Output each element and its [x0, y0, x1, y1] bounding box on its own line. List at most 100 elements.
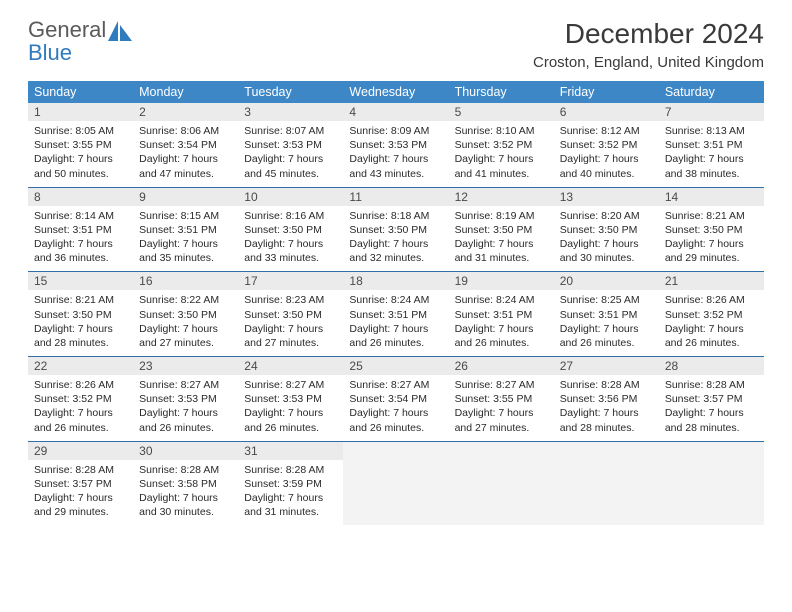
day-cell: 19 Sunrise: 8:24 AMSunset: 3:51 PMDayligh…	[449, 272, 554, 356]
calendar: SundayMondayTuesdayWednesdayThursdayFrid…	[28, 81, 764, 525]
day-number: 19	[449, 272, 554, 290]
day-details: Sunrise: 8:26 AMSunset: 3:52 PMDaylight:…	[34, 378, 127, 435]
day-details: Sunrise: 8:15 AMSunset: 3:51 PMDaylight:…	[139, 209, 232, 266]
day-details: Sunrise: 8:28 AMSunset: 3:59 PMDaylight:…	[244, 463, 337, 520]
dow-sunday: Sunday	[28, 81, 133, 103]
day-number: 31	[238, 442, 343, 460]
day-number: 23	[133, 357, 238, 375]
day-cell: 23 Sunrise: 8:27 AMSunset: 3:53 PMDayligh…	[133, 357, 238, 441]
day-cell: 30 Sunrise: 8:28 AMSunset: 3:58 PMDayligh…	[133, 442, 238, 526]
day-cell: 25 Sunrise: 8:27 AMSunset: 3:54 PMDayligh…	[343, 357, 448, 441]
dow-monday: Monday	[133, 81, 238, 103]
dow-tuesday: Tuesday	[238, 81, 343, 103]
day-number: 24	[238, 357, 343, 375]
day-number: 18	[343, 272, 448, 290]
dow-saturday: Saturday	[659, 81, 764, 103]
empty-cell	[449, 442, 554, 526]
day-details: Sunrise: 8:20 AMSunset: 3:50 PMDaylight:…	[560, 209, 653, 266]
day-number: 5	[449, 103, 554, 121]
day-details: Sunrise: 8:16 AMSunset: 3:50 PMDaylight:…	[244, 209, 337, 266]
day-details: Sunrise: 8:21 AMSunset: 3:50 PMDaylight:…	[34, 293, 127, 350]
day-number: 2	[133, 103, 238, 121]
day-cell: 2 Sunrise: 8:06 AMSunset: 3:54 PMDaylight…	[133, 103, 238, 187]
day-cell: 8 Sunrise: 8:14 AMSunset: 3:51 PMDaylight…	[28, 188, 133, 272]
day-number: 4	[343, 103, 448, 121]
day-number: 26	[449, 357, 554, 375]
day-number: 10	[238, 188, 343, 206]
day-details: Sunrise: 8:27 AMSunset: 3:53 PMDaylight:…	[244, 378, 337, 435]
day-number: 3	[238, 103, 343, 121]
day-details: Sunrise: 8:22 AMSunset: 3:50 PMDaylight:…	[139, 293, 232, 350]
day-details: Sunrise: 8:25 AMSunset: 3:51 PMDaylight:…	[560, 293, 653, 350]
day-cell: 29 Sunrise: 8:28 AMSunset: 3:57 PMDayligh…	[28, 442, 133, 526]
day-cell: 17 Sunrise: 8:23 AMSunset: 3:50 PMDayligh…	[238, 272, 343, 356]
dow-friday: Friday	[554, 81, 659, 103]
day-cell: 28 Sunrise: 8:28 AMSunset: 3:57 PMDayligh…	[659, 357, 764, 441]
dow-row: SundayMondayTuesdayWednesdayThursdayFrid…	[28, 81, 764, 103]
week-row: 29 Sunrise: 8:28 AMSunset: 3:57 PMDayligh…	[28, 442, 764, 526]
week-row: 15 Sunrise: 8:21 AMSunset: 3:50 PMDayligh…	[28, 272, 764, 357]
logo-line1: General	[28, 17, 106, 42]
logo-line2: Blue	[28, 40, 72, 65]
week-row: 8 Sunrise: 8:14 AMSunset: 3:51 PMDaylight…	[28, 188, 764, 273]
day-cell: 27Sunrise: 8:28 AMSunset: 3:56 PMDayligh…	[554, 357, 659, 441]
week-row: 1Sunrise: 8:05 AMSunset: 3:55 PMDaylight…	[28, 103, 764, 188]
day-details: Sunrise: 8:27 AMSunset: 3:55 PMDaylight:…	[455, 378, 548, 435]
day-details: Sunrise: 8:28 AMSunset: 3:58 PMDaylight:…	[139, 463, 232, 520]
dow-thursday: Thursday	[449, 81, 554, 103]
weeks-container: 1Sunrise: 8:05 AMSunset: 3:55 PMDaylight…	[28, 103, 764, 525]
dow-wednesday: Wednesday	[343, 81, 448, 103]
header: General Blue December 2024 Croston, Engl…	[28, 18, 764, 71]
day-number: 16	[133, 272, 238, 290]
day-number: 30	[133, 442, 238, 460]
day-details: Sunrise: 8:28 AMSunset: 3:57 PMDaylight:…	[34, 463, 127, 520]
day-number: 13	[554, 188, 659, 206]
day-details: Sunrise: 8:27 AMSunset: 3:53 PMDaylight:…	[139, 378, 232, 435]
logo-sail-icon	[108, 21, 134, 43]
day-number: 21	[659, 272, 764, 290]
day-details: Sunrise: 8:27 AMSunset: 3:54 PMDaylight:…	[349, 378, 442, 435]
day-details: Sunrise: 8:28 AMSunset: 3:56 PMDaylight:…	[560, 378, 653, 435]
empty-cell	[554, 442, 659, 526]
day-cell: 26 Sunrise: 8:27 AMSunset: 3:55 PMDayligh…	[449, 357, 554, 441]
logo: General Blue	[28, 18, 134, 64]
day-number: 9	[133, 188, 238, 206]
day-number: 17	[238, 272, 343, 290]
day-number: 28	[659, 357, 764, 375]
day-details: Sunrise: 8:12 AMSunset: 3:52 PMDaylight:…	[560, 124, 653, 181]
day-details: Sunrise: 8:14 AMSunset: 3:51 PMDaylight:…	[34, 209, 127, 266]
day-details: Sunrise: 8:24 AMSunset: 3:51 PMDaylight:…	[349, 293, 442, 350]
day-number: 12	[449, 188, 554, 206]
day-cell: 24 Sunrise: 8:27 AMSunset: 3:53 PMDayligh…	[238, 357, 343, 441]
day-cell: 4Sunrise: 8:09 AMSunset: 3:53 PMDaylight…	[343, 103, 448, 187]
day-details: Sunrise: 8:18 AMSunset: 3:50 PMDaylight:…	[349, 209, 442, 266]
day-number: 15	[28, 272, 133, 290]
day-details: Sunrise: 8:24 AMSunset: 3:51 PMDaylight:…	[455, 293, 548, 350]
day-number: 20	[554, 272, 659, 290]
day-cell: 1Sunrise: 8:05 AMSunset: 3:55 PMDaylight…	[28, 103, 133, 187]
day-details: Sunrise: 8:23 AMSunset: 3:50 PMDaylight:…	[244, 293, 337, 350]
day-details: Sunrise: 8:07 AMSunset: 3:53 PMDaylight:…	[244, 124, 337, 181]
day-number: 8	[28, 188, 133, 206]
day-number: 11	[343, 188, 448, 206]
day-number: 29	[28, 442, 133, 460]
day-details: Sunrise: 8:28 AMSunset: 3:57 PMDaylight:…	[665, 378, 758, 435]
empty-cell	[659, 442, 764, 526]
day-cell: 9 Sunrise: 8:15 AMSunset: 3:51 PMDaylight…	[133, 188, 238, 272]
location: Croston, England, United Kingdom	[533, 54, 764, 71]
day-details: Sunrise: 8:06 AMSunset: 3:54 PMDaylight:…	[139, 124, 232, 181]
day-cell: 20 Sunrise: 8:25 AMSunset: 3:51 PMDayligh…	[554, 272, 659, 356]
day-cell: 7Sunrise: 8:13 AMSunset: 3:51 PMDaylight…	[659, 103, 764, 187]
day-details: Sunrise: 8:19 AMSunset: 3:50 PMDaylight:…	[455, 209, 548, 266]
week-row: 22Sunrise: 8:26 AMSunset: 3:52 PMDayligh…	[28, 357, 764, 442]
day-cell: 6Sunrise: 8:12 AMSunset: 3:52 PMDaylight…	[554, 103, 659, 187]
day-number: 14	[659, 188, 764, 206]
title-block: December 2024 Croston, England, United K…	[533, 18, 764, 71]
day-number: 1	[28, 103, 133, 121]
day-cell: 21Sunrise: 8:26 AMSunset: 3:52 PMDayligh…	[659, 272, 764, 356]
day-cell: 22Sunrise: 8:26 AMSunset: 3:52 PMDayligh…	[28, 357, 133, 441]
calendar-page: General Blue December 2024 Croston, Engl…	[0, 0, 792, 543]
day-cell: 11 Sunrise: 8:18 AMSunset: 3:50 PMDayligh…	[343, 188, 448, 272]
day-cell: 15 Sunrise: 8:21 AMSunset: 3:50 PMDayligh…	[28, 272, 133, 356]
day-number: 25	[343, 357, 448, 375]
